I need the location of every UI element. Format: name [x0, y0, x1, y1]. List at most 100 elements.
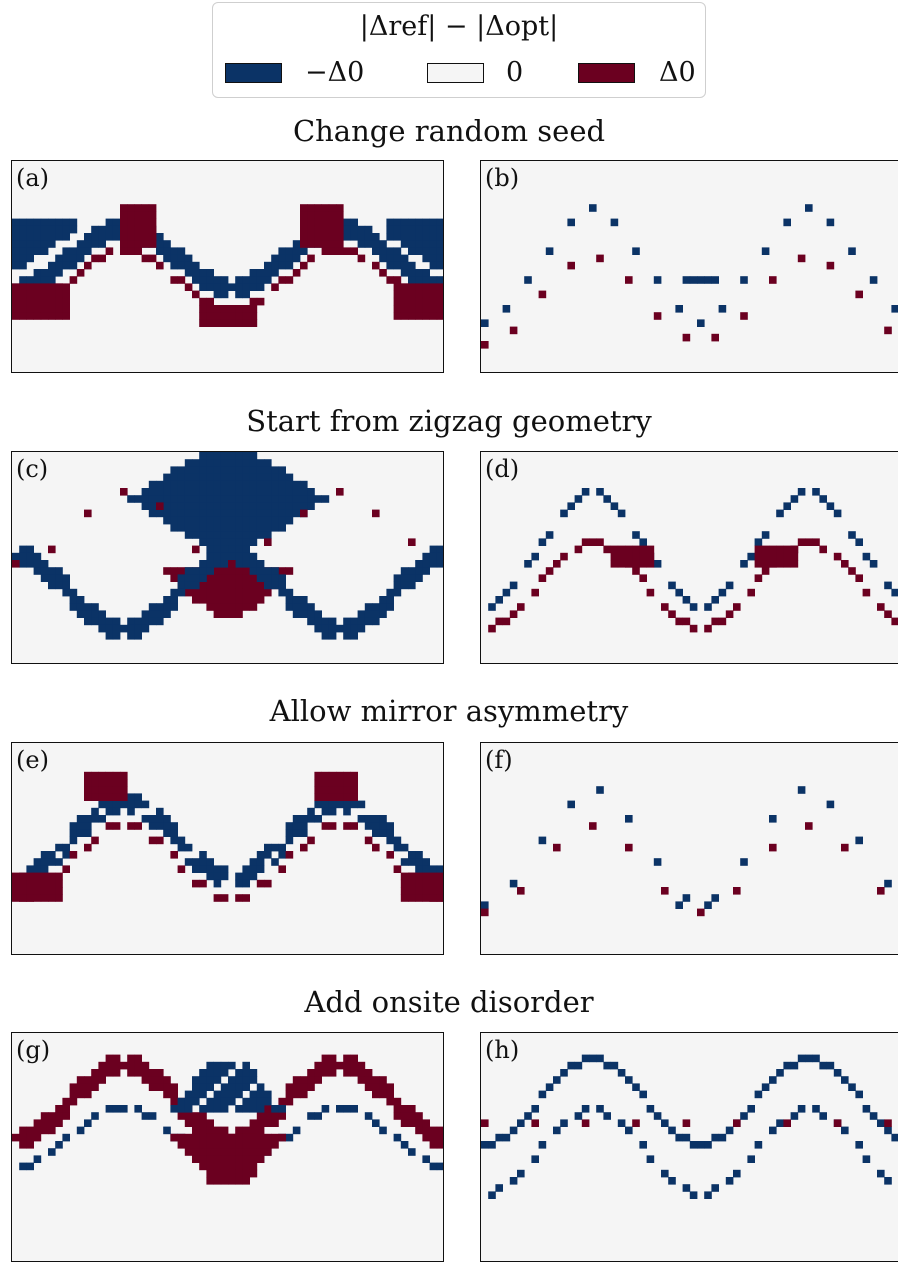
heatmap-cell — [184, 1090, 193, 1099]
heatmap-cell — [357, 1069, 366, 1077]
heatmap-cell — [271, 466, 279, 474]
heatmap-cell — [242, 1177, 250, 1185]
heatmap-cell — [19, 872, 27, 881]
heatmap-cell — [328, 211, 337, 219]
heatmap-cell — [400, 233, 409, 241]
heatmap-cell — [429, 218, 438, 227]
heatmap-cell — [62, 1105, 70, 1113]
heatmap-cell — [69, 822, 78, 830]
heatmap-cell — [481, 901, 489, 909]
heatmap-cell — [400, 240, 409, 248]
heatmap-cell — [55, 254, 63, 263]
heatmap-cell — [228, 574, 236, 582]
heatmap-cell — [192, 466, 200, 474]
heatmap-cell — [105, 225, 114, 234]
heatmap-cell — [545, 247, 554, 255]
heatmap-cell — [393, 588, 402, 597]
heatmap-cell — [429, 887, 438, 895]
heatmap-cell — [199, 1069, 207, 1077]
heatmap-cell — [228, 538, 236, 546]
heatmap-cell — [761, 1083, 770, 1091]
heatmap-cell — [379, 603, 387, 611]
heatmap-cell — [156, 233, 164, 241]
heatmap-cell — [415, 1119, 423, 1127]
heatmap-cell — [776, 509, 784, 518]
heatmap-cell — [567, 502, 575, 510]
heatmap-cell — [617, 545, 626, 554]
heatmap-cell — [848, 1083, 856, 1091]
heatmap-cell — [148, 603, 157, 611]
heatmap-cell — [790, 552, 799, 561]
heatmap-cell — [220, 603, 229, 611]
heatmap-cell — [256, 1097, 265, 1106]
heatmap-cell — [307, 233, 315, 241]
heatmap-cell — [40, 1119, 49, 1127]
heatmap-cell — [84, 1076, 92, 1084]
heatmap-cell — [350, 779, 358, 787]
heatmap-cell — [249, 1097, 258, 1106]
heatmap-cell — [415, 312, 423, 320]
heatmap-cell — [177, 524, 186, 532]
heatmap-cell — [112, 233, 121, 241]
heatmap-cell — [141, 617, 150, 626]
heatmap-cell — [553, 560, 561, 568]
heatmap-cell — [220, 1126, 229, 1135]
heatmap-cell — [206, 319, 214, 327]
heatmap-cell — [55, 283, 63, 291]
heatmap-cell — [675, 588, 683, 597]
heatmap-cell — [228, 596, 236, 604]
heatmap-cell — [328, 1054, 337, 1063]
heatmap-cell — [300, 1083, 308, 1091]
heatmap-cell — [307, 495, 315, 503]
heatmap-cell — [242, 509, 250, 518]
heatmap-cell — [199, 480, 207, 489]
heatmap-cell — [105, 624, 114, 633]
heatmap-cell — [249, 516, 258, 525]
heatmap-cell — [228, 466, 236, 474]
heatmap-cell — [163, 1090, 171, 1099]
heatmap-cell — [436, 276, 443, 284]
heatmap-cell — [69, 276, 78, 284]
heatmap-cell — [848, 567, 856, 575]
section-title-random-seed: Change random seed — [292, 114, 606, 148]
heatmap-cell — [213, 1162, 222, 1171]
heatmap-cell — [98, 800, 106, 809]
heatmap-cell — [228, 480, 236, 489]
heatmap-cell — [249, 567, 258, 575]
heatmap-cell — [170, 1105, 178, 1113]
heatmap-cell — [33, 312, 42, 320]
heatmap-cell — [134, 233, 142, 241]
heatmap-cell — [242, 1133, 250, 1142]
heatmap-cell — [120, 1061, 128, 1070]
heatmap-cell — [321, 617, 330, 626]
heatmap-cell — [199, 509, 207, 518]
heatmap-cell — [386, 829, 394, 837]
heatmap-cell — [328, 204, 337, 212]
heatmap-cell — [285, 488, 294, 496]
heatmap-cell — [833, 509, 842, 518]
heatmap-cell — [69, 1090, 78, 1099]
heatmap-cell — [55, 297, 63, 306]
heatmap-cell — [163, 1083, 171, 1091]
heatmap-cell — [278, 1105, 286, 1113]
heatmap-cell — [386, 1083, 394, 1091]
heatmap-cell — [531, 1119, 539, 1127]
heatmap-cell — [192, 858, 200, 866]
heatmap-cell — [343, 793, 351, 801]
heatmap-cell — [33, 879, 42, 888]
heatmap-cell — [603, 495, 611, 503]
heatmap-cell — [343, 617, 351, 626]
heatmap-cell — [148, 610, 157, 618]
heatmap-cell — [436, 261, 443, 270]
heatmap-cell — [869, 1112, 878, 1120]
heatmap-cell — [581, 538, 590, 546]
heatmap-cell — [213, 319, 222, 327]
heatmap-cell — [797, 1105, 806, 1113]
heatmap-cell — [754, 538, 763, 546]
heatmap-cell — [300, 1076, 308, 1084]
heatmap-cell — [740, 276, 748, 284]
heatmap-cell — [429, 560, 438, 568]
heatmap-cell — [26, 1133, 34, 1142]
heatmap-cell — [321, 225, 330, 234]
heatmap-cell — [336, 218, 344, 227]
